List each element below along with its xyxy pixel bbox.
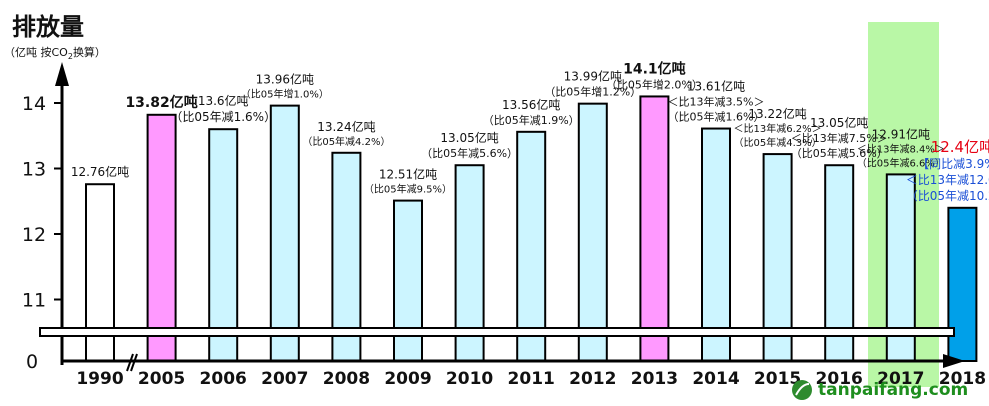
bar-2012 (577, 102, 608, 362)
data-label-value-2007: 13.96亿吨 (256, 72, 314, 87)
data-label-value-2009: 12.51亿吨 (379, 167, 437, 182)
data-label-value-2010: 13.05亿吨 (440, 130, 498, 145)
bar-2006 (208, 128, 239, 362)
axis-break-band (39, 327, 955, 337)
data-label-value-2016: 13.05亿吨 (810, 115, 868, 130)
bar-2007 (269, 104, 300, 363)
category-label-2016: 2016 (816, 369, 863, 389)
data-label-value-1990: 12.76亿吨 (71, 164, 129, 179)
watermark-text: tanpaifang.com (818, 380, 968, 400)
watermark: tanpaifang.com (792, 380, 968, 400)
category-label-2018: 2018 (939, 369, 986, 389)
category-label-2010: 2010 (446, 369, 493, 389)
data-label-note-2012-1: （比05年增1.2%） (544, 85, 641, 99)
data-label-value-2015: 13.22亿吨 (748, 106, 806, 121)
x-axis-break-mark-2 (130, 353, 138, 372)
data-label-note-2009-1: （比05年减9.5%） (364, 183, 452, 196)
data-label-group-2007: （比05年增1.0%）13.96亿吨 (241, 72, 329, 101)
chart-title: 排放量 (12, 13, 84, 41)
data-label-note-2016-1: ＜比13年减7.5%＞ (791, 131, 888, 145)
data-label-value-2005: 13.82亿吨 (125, 94, 197, 111)
bar-2015 (762, 153, 793, 362)
watermark-leaf-vein (795, 383, 810, 396)
y-tick-label-13: 13 (22, 159, 46, 181)
category-label-2011: 2011 (508, 369, 555, 389)
y-tick-label-12: 12 (22, 224, 46, 246)
data-label-value-2017: 12.91亿吨 (872, 126, 930, 141)
category-label-2013: 2013 (631, 369, 678, 389)
data-label-value-2006: 13.6亿吨 (198, 93, 249, 108)
data-label-note-2014-1: ＜比13年减3.5%＞ (668, 95, 765, 109)
x-axis-break-mark-1 (126, 353, 134, 372)
data-label-group-2008: （比05年减4.2%）13.24亿吨 (302, 119, 390, 148)
data-label-value-2013: 14.1亿吨 (623, 60, 686, 77)
data-label-note-2010-1: （比05年减5.6%） (421, 146, 518, 160)
data-label-note-2018-1: 【同比减3.9%】 (917, 157, 989, 171)
bar-2014 (701, 127, 731, 362)
data-label-group-2016: （比05年减5.6%）＜比13年减7.5%＞13.05亿吨 (791, 115, 888, 160)
data-label-value-2011: 13.56亿吨 (502, 97, 560, 112)
data-label-value-2008: 13.24亿吨 (317, 119, 375, 134)
category-label-1990: 1990 (76, 369, 123, 389)
data-label-group-2015: （比05年减4.3%）＜比13年减6.2%＞13.22亿吨 (734, 106, 822, 149)
y-ticks-group: 11 12 13 14 (22, 93, 62, 312)
data-label-note-2016-2: （比05年减5.6%） (791, 146, 888, 160)
category-labels-group: 1990 2005 2006 2007 2008 2009 2010 2011 2012 2013… (76, 369, 986, 389)
category-label-2014: 2014 (692, 369, 739, 389)
y-axis-arrow (55, 62, 69, 86)
category-label-2009: 2009 (384, 369, 431, 389)
data-label-note-2007-1: （比05年增1.0%） (241, 88, 329, 101)
data-label-value-2014: 13.61亿吨 (687, 79, 745, 94)
y-axis-unit-label-subscript: 2 (68, 52, 73, 61)
data-label-note-2017-2: （比05年减6.6%） (857, 156, 945, 169)
bar-2013 (639, 95, 670, 362)
category-label-2008: 2008 (323, 369, 370, 389)
data-label-group-2006: （比05年减1.6%） 13.6亿吨 (170, 93, 276, 124)
data-label-group-2011: （比05年减1.9%）13.56亿吨 (483, 97, 580, 127)
x-axis-arrow (943, 354, 965, 368)
y-axis-unit-label: （亿吨 按CO2换算） (4, 45, 106, 61)
y-tick-label-14: 14 (22, 93, 46, 115)
category-label-2005: 2005 (138, 369, 185, 389)
bar-2018 (947, 206, 978, 362)
data-label-group-1990: 12.76亿吨 (71, 164, 129, 179)
category-label-2015: 2015 (754, 369, 801, 389)
y-axis-unit-label-suffix: 换算） (73, 45, 106, 59)
category-label-2006: 2006 (200, 369, 247, 389)
data-label-group-2009: （比05年减9.5%）12.51亿吨 (364, 167, 452, 196)
data-label-note-2008-1: （比05年减4.2%） (302, 135, 390, 148)
data-label-group-2005: 13.82亿吨 (125, 94, 197, 111)
data-label-note-2015-1: ＜比13年减6.2%＞ (734, 122, 822, 135)
bar-2005 (146, 113, 177, 363)
data-label-note-2017-1: ＜比13年减8.4%＞ (857, 142, 945, 155)
data-label-group-2010: （比05年减5.6%）13.05亿吨 (421, 130, 518, 160)
data-label-note-2018-3: （比05年减10.2%） (906, 189, 989, 203)
y-axis-unit-label-prefix: （亿吨 按CO (4, 45, 68, 59)
data-label-note-2015-2: （比05年减4.3%） (734, 136, 822, 149)
data-label-group-2012: （比05年增1.2%）13.99亿吨 (544, 69, 641, 99)
category-label-2017: 2017 (877, 369, 924, 389)
category-label-2007: 2007 (261, 369, 308, 389)
data-label-group-2014: （比05年减1.6%）＜比13年减3.5%＞13.61亿吨 (668, 79, 765, 124)
data-label-group-2013: （比05年增2.0%）14.1亿吨 (606, 60, 703, 91)
data-label-note-2006-1: （比05年减1.6%） (170, 110, 276, 124)
data-label-note-2011-1: （比05年减1.9%） (483, 113, 580, 127)
y-tick-label-zero: 0 (26, 351, 38, 373)
data-label-value-2012: 13.99亿吨 (564, 69, 622, 84)
data-label-note-2014-2: （比05年减1.6%） (668, 110, 765, 124)
y-tick-label-11: 11 (22, 290, 46, 312)
data-label-value-2018: 12.4亿吨 (931, 138, 989, 156)
annotations-group: 12.76亿吨13.82亿吨（比05年减1.6%）13.6亿吨（比05年增1.0… (71, 60, 989, 202)
category-label-2012: 2012 (569, 369, 616, 389)
data-label-group-2017: （比05年减6.6%）＜比13年减8.4%＞12.91亿吨 (857, 126, 945, 169)
data-label-note-2018-2: ＜比13年减12.0%＞ (906, 173, 989, 187)
data-label-note-2013-1: （比05年增2.0%） (606, 77, 703, 91)
data-label-group-2018: （比05年减10.2%） ＜比13年减12.0%＞ 【同比减3.9%】12.4亿吨 (906, 138, 989, 203)
bar-2011 (516, 130, 547, 362)
